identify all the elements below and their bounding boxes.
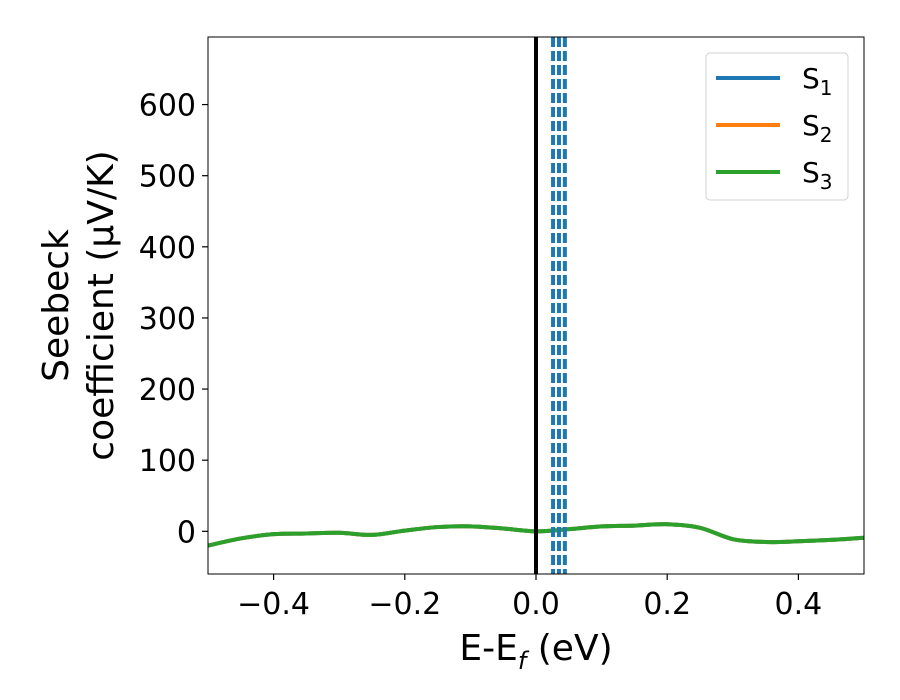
x-axis-title-main: E-E (459, 628, 517, 669)
x-tick-label: −0.2 (368, 587, 441, 622)
legend: S1 S2 S3 (705, 52, 849, 201)
y-tick-label: 600 (139, 89, 196, 124)
x-axis: −0.4 −0.2 0.0 0.2 0.4 (237, 574, 822, 622)
y-tick-label: 0 (177, 515, 196, 550)
y-tick-label: 200 (139, 373, 196, 408)
x-tick-label: 0.0 (512, 587, 560, 622)
y-axis-title-line1: Seebeck (36, 229, 77, 382)
x-axis-title: E-Ef (eV) (459, 628, 612, 675)
y-axis-title-line2: coefficient (μV/K) (81, 150, 122, 460)
y-axis-title: Seebeck coefficient (μV/K) (36, 150, 122, 460)
legend-label-s2: S2 (802, 109, 833, 147)
y-axis: 0 100 200 300 400 500 600 (139, 89, 208, 550)
x-tick-label: 0.2 (643, 587, 691, 622)
x-tick-label: 0.4 (775, 587, 823, 622)
y-tick-label: 500 (139, 160, 196, 195)
legend-label-s1: S1 (802, 62, 833, 100)
vline-layer (534, 37, 567, 574)
x-axis-title-unit: (eV) (526, 628, 612, 669)
y-tick-label: 300 (139, 302, 196, 337)
x-tick-label: −0.4 (237, 587, 310, 622)
legend-label-s3: S3 (802, 156, 833, 194)
y-tick-label: 100 (139, 444, 196, 479)
y-tick-label: 400 (139, 231, 196, 266)
